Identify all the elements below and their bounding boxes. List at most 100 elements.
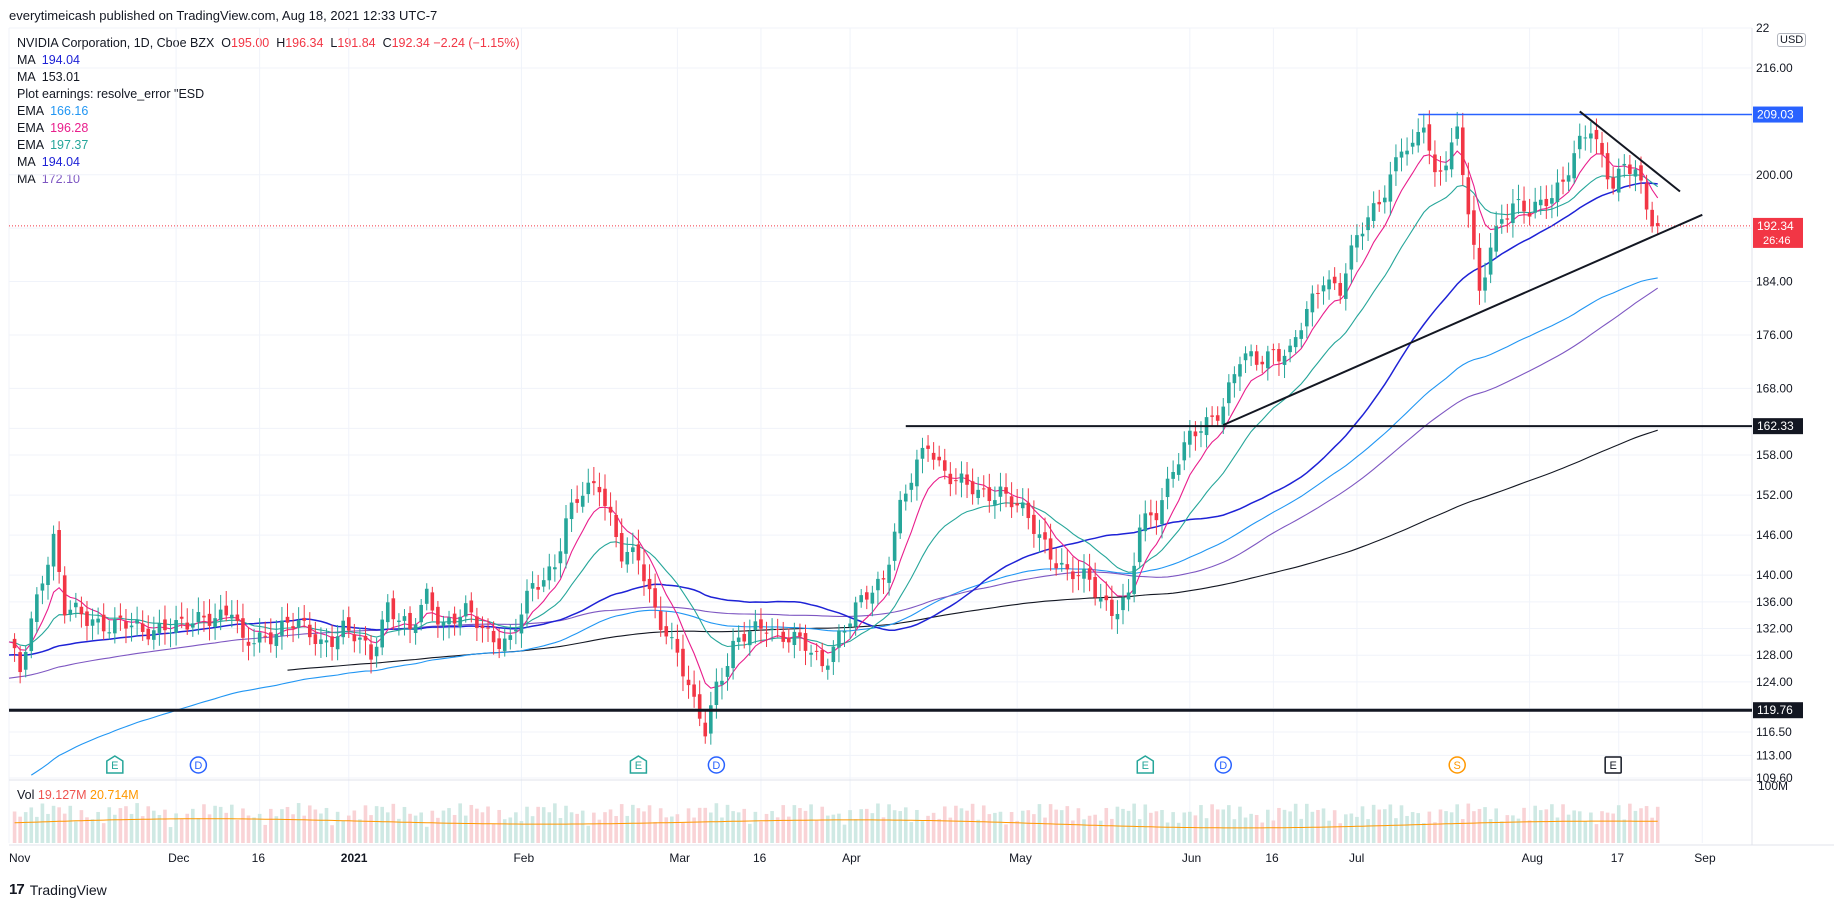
volume-bar: [1550, 804, 1554, 843]
volume-bar: [185, 813, 190, 843]
candle-body: [530, 583, 535, 589]
earnings-event-icon[interactable]: [629, 755, 648, 774]
close-value: 192.34: [391, 36, 430, 50]
candle-body: [1550, 198, 1554, 204]
earnings-event-icon[interactable]: [1604, 756, 1622, 774]
volume-bar: [892, 810, 897, 843]
volume-bar: [96, 811, 100, 843]
candle-body: [1572, 153, 1576, 179]
candle-body: [1243, 353, 1248, 361]
candle-body: [825, 665, 830, 670]
candle-body: [486, 627, 490, 629]
split-event-icon[interactable]: [1448, 756, 1466, 774]
candle-body: [135, 619, 139, 624]
earnings-event-icon[interactable]: [1136, 755, 1155, 774]
candle-body: [1059, 562, 1064, 565]
candle-body: [35, 594, 39, 622]
volume-bar: [759, 821, 763, 843]
price-label-box: [1753, 418, 1803, 435]
candle-body: [1015, 503, 1019, 506]
candle-body: [475, 616, 479, 628]
candle-body: [892, 531, 897, 561]
volume-bar: [781, 805, 786, 843]
volume-bar: [207, 814, 212, 843]
candle-body: [319, 639, 323, 645]
volume-bar: [1477, 808, 1482, 843]
indicator-row[interactable]: EMA 166.16: [17, 103, 519, 120]
candle-body: [931, 452, 936, 460]
volume-label: Vol: [17, 788, 35, 802]
volume-bar: [380, 806, 384, 843]
dividend-event-icon[interactable]: [1214, 756, 1233, 774]
indicator-row[interactable]: EMA 197.37: [17, 137, 519, 154]
candle-body: [68, 609, 73, 615]
candle-body: [636, 544, 641, 561]
candle-body: [631, 547, 635, 553]
ema-100-line: [31, 277, 1658, 776]
volume-bar: [1137, 819, 1142, 843]
candle-body: [174, 620, 178, 633]
currency-label[interactable]: USD: [1777, 33, 1807, 47]
volume-bar: [1176, 822, 1181, 843]
candle-body: [29, 618, 34, 652]
event-label: S: [1454, 760, 1461, 772]
dividend-event-icon[interactable]: [707, 756, 726, 774]
candle-body: [235, 614, 240, 622]
volume-bar: [1087, 815, 1092, 843]
candle-body: [1149, 512, 1153, 516]
candle-body: [307, 624, 312, 638]
volume-bar: [803, 810, 808, 843]
event-label: E: [1609, 760, 1616, 772]
volume-bar: [731, 811, 735, 843]
indicator-row[interactable]: EMA 196.28: [17, 120, 519, 137]
candle-body: [179, 616, 184, 619]
volume-bar: [1583, 821, 1588, 843]
symbol-name[interactable]: NVIDIA Corporation, 1D, Cboe BZX: [17, 36, 215, 50]
volume-bar: [40, 803, 45, 843]
dividend-event-icon[interactable]: [189, 756, 208, 774]
candle-body: [1082, 568, 1086, 579]
volume-bar: [1460, 819, 1465, 843]
candle-body: [870, 592, 875, 604]
volume-bar: [374, 806, 379, 843]
volume-bar: [742, 808, 747, 843]
price-label-text: 119.76: [1757, 703, 1793, 717]
volume-bar: [1249, 813, 1253, 843]
candle-body: [881, 578, 886, 580]
event-label: D: [194, 760, 202, 772]
volume-bar: [491, 823, 496, 843]
volume-bar: [268, 808, 273, 843]
volume-bar: [853, 819, 858, 843]
indicator-row[interactable]: Plot earnings: resolve_error "ESD: [17, 86, 519, 103]
candle-body: [764, 632, 769, 634]
candle-body: [1622, 163, 1627, 166]
candle-body: [1605, 153, 1610, 180]
candle-body: [1293, 337, 1298, 348]
candle-body: [1221, 406, 1226, 425]
candle-body: [915, 459, 919, 487]
candle-body: [519, 614, 524, 634]
trendline[interactable]: [1222, 213, 1703, 426]
volume-bar: [1071, 820, 1075, 843]
volume-bar: [686, 808, 691, 843]
volume-bar: [424, 826, 429, 843]
footer-brand[interactable]: 17 TradingView: [9, 881, 107, 898]
indicator-row[interactable]: MA 194.04: [17, 154, 519, 171]
indicator-row[interactable]: MA 153.01: [17, 69, 519, 86]
candle-body: [1483, 277, 1487, 291]
volume-bar: [124, 806, 128, 843]
trendline[interactable]: [1579, 110, 1681, 193]
earnings-event-icon[interactable]: [106, 755, 124, 774]
candle-body: [720, 680, 724, 685]
ma-50-line: [8, 182, 1658, 656]
volume-bar: [1611, 813, 1615, 843]
candle-body: [625, 551, 630, 565]
volume-bar: [1561, 804, 1565, 843]
volume-bar: [1093, 814, 1097, 843]
candle-body: [781, 631, 786, 642]
candle-body: [1382, 197, 1387, 203]
indicator-row[interactable]: MA 172.10: [17, 171, 519, 188]
indicator-row[interactable]: MA 194.04: [17, 52, 519, 69]
volume-bar: [246, 815, 251, 843]
